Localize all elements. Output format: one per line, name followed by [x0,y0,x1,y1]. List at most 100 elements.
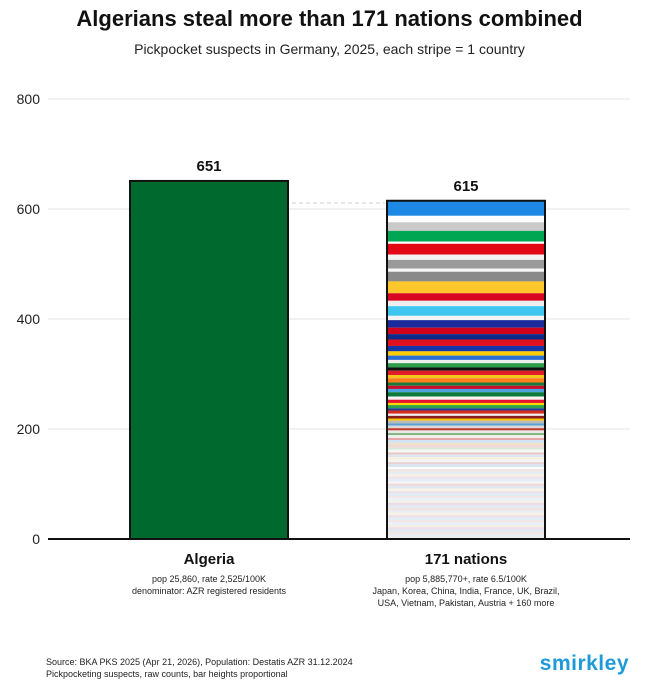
bar-stripe [387,473,545,477]
note-line: pop 25,860, rate 2,525/100K [151,574,267,584]
category-label-171-nations: 171 nations [424,551,508,568]
source-line: Pickpocketing suspects, raw counts, bar … [46,669,288,679]
bar-stripe [387,505,545,508]
bar-stripe [387,367,545,371]
bar-stripe [387,300,545,307]
bar-stripe [387,525,545,528]
bar-stripe [387,259,545,269]
bar-chart: 0 200 400 600 800 651 615 [17,91,630,547]
bar-stripe [387,466,545,470]
bar-stripe [387,410,545,414]
bar-stripe [387,510,545,513]
bar-stripe [387,382,545,386]
bar-stripe [387,351,545,356]
bar-stripe [387,281,545,294]
bar-stripe [387,428,545,431]
bar-stripe [387,315,545,321]
bar-stripe [387,449,545,453]
bar-stripe [387,435,545,438]
bar-stripe [387,306,545,316]
bar-stripe [387,408,545,411]
bar-stripe [387,520,545,523]
bar-stripe [387,476,545,479]
data-label: 651 [196,158,221,175]
bar-stripe [387,345,545,352]
category-label-algeria: Algeria [183,551,235,568]
bar-stripe [387,532,545,535]
bar-stripe [387,405,545,409]
bar-stripe [387,418,545,421]
bar-stripe [387,385,545,389]
bar-stripe [387,469,545,472]
note-line: denominator: AZR registered residents [131,586,287,596]
bar-stripe [387,413,545,416]
y-tick-label: 600 [17,201,41,217]
bar-stripe [387,498,545,501]
bar-stripe [387,515,545,518]
bar-stripe [387,507,545,511]
bar-stripe [387,488,545,492]
bar-stripe [387,374,545,379]
bar-stripe [387,512,545,516]
category-note-171-nations: pop 5,885,770+, rate 6.5/100K Japan, Kor… [336,573,596,609]
bar-stripe [387,481,545,484]
source-note: Source: BKA PKS 2025 (Apr 21, 2026), Pop… [46,656,353,680]
bar-stripe [387,536,545,539]
bar-stripe [387,402,545,406]
bar-stripe [387,425,545,429]
note-line: Japan, Korea, China, India, France, UK, … [372,586,560,596]
brand-logo: smirkley [539,652,629,675]
bar-stripe [387,200,545,216]
bar-stripe [387,420,545,424]
y-tick-label: 400 [17,311,41,327]
bar-stripe [387,437,545,441]
bar-stripe [387,529,545,533]
y-tick-label: 0 [32,531,40,547]
bar-stripe [387,293,545,301]
note-line: pop 5,885,770+, rate 6.5/100K [405,574,527,584]
bar-stripe [387,254,545,260]
bar-stripe [387,241,545,244]
bar-stripe [387,359,545,364]
bar-stripe [387,320,545,328]
data-label: 615 [453,178,478,195]
bars: 651 615 [129,158,546,540]
source-line: Source: BKA PKS 2025 (Apr 21, 2026), Pop… [46,657,353,667]
chart-subtitle: Pickpocket suspects in Germany, 2025, ea… [134,41,525,57]
bar-stripe [387,483,545,487]
bar-stripe [387,444,545,448]
bar-stripe [387,517,545,521]
bar-stripe [387,415,545,419]
bar-stripe [387,327,545,335]
chart-title: Algerians steal more than 171 nations co… [76,6,583,31]
bar-stripe [387,522,545,526]
note-line: USA, Vietnam, Pakistan, Austria + 160 mo… [377,598,555,608]
category-note-algeria: pop 25,860, rate 2,525/100K denominator:… [89,573,329,597]
bar-stripe [387,334,545,340]
bar-stripe [387,527,545,530]
bar-stripe [387,471,545,474]
bar-stripe [387,399,545,403]
bar-stripe [387,534,545,537]
bar-stripe [387,495,545,499]
bar-stripe [387,462,545,465]
bar-stripe [387,442,545,445]
bar-stripe [387,423,545,426]
bar-stripe [387,222,545,231]
bar-algeria [129,179,289,540]
y-tick-label: 800 [17,91,41,107]
bar-stripe [387,454,545,458]
bar-stripe [387,478,545,482]
bar-stripe [387,486,545,489]
bar-stripe [387,500,545,503]
bar-stripe [387,493,545,496]
bar-stripe [387,215,545,223]
bar-stripe [387,230,545,242]
bar-stripe [387,457,545,460]
bar-stripe [387,459,545,463]
y-axis-ticks: 0 200 400 600 800 [17,91,41,547]
bar-stripe [387,392,545,397]
bar-stripe [387,491,545,494]
bar-stripe [387,447,545,450]
bar-stripe [387,363,545,368]
